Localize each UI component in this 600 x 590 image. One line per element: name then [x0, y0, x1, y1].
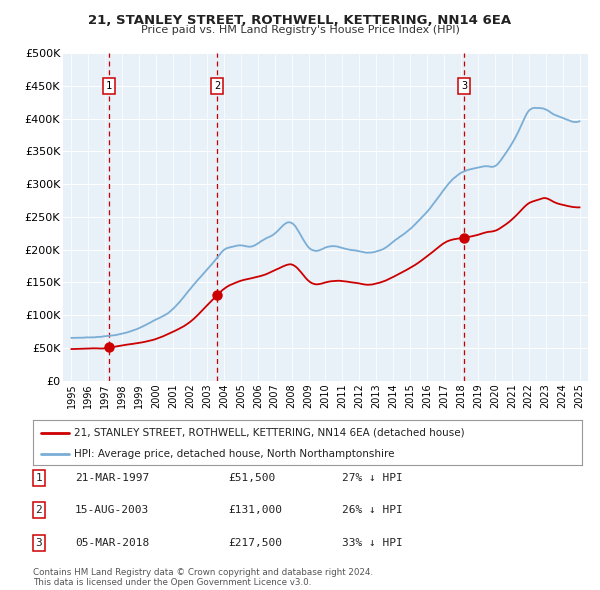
- Text: £51,500: £51,500: [228, 473, 275, 483]
- Text: 3: 3: [461, 81, 467, 91]
- Text: 05-MAR-2018: 05-MAR-2018: [75, 538, 149, 548]
- Text: 2: 2: [214, 81, 221, 91]
- Text: Contains HM Land Registry data © Crown copyright and database right 2024.
This d: Contains HM Land Registry data © Crown c…: [33, 568, 373, 587]
- Text: 27% ↓ HPI: 27% ↓ HPI: [342, 473, 403, 483]
- Text: 1: 1: [106, 81, 112, 91]
- Text: 21, STANLEY STREET, ROTHWELL, KETTERING, NN14 6EA: 21, STANLEY STREET, ROTHWELL, KETTERING,…: [88, 14, 512, 27]
- Text: 21, STANLEY STREET, ROTHWELL, KETTERING, NN14 6EA (detached house): 21, STANLEY STREET, ROTHWELL, KETTERING,…: [74, 428, 465, 438]
- Text: HPI: Average price, detached house, North Northamptonshire: HPI: Average price, detached house, Nort…: [74, 449, 395, 459]
- Text: 2: 2: [35, 505, 43, 515]
- Text: 21-MAR-1997: 21-MAR-1997: [75, 473, 149, 483]
- Text: Price paid vs. HM Land Registry's House Price Index (HPI): Price paid vs. HM Land Registry's House …: [140, 25, 460, 35]
- Text: £217,500: £217,500: [228, 538, 282, 548]
- Text: 33% ↓ HPI: 33% ↓ HPI: [342, 538, 403, 548]
- Text: 3: 3: [35, 538, 43, 548]
- Text: 1: 1: [35, 473, 43, 483]
- Text: 26% ↓ HPI: 26% ↓ HPI: [342, 505, 403, 515]
- Text: £131,000: £131,000: [228, 505, 282, 515]
- Text: 15-AUG-2003: 15-AUG-2003: [75, 505, 149, 515]
